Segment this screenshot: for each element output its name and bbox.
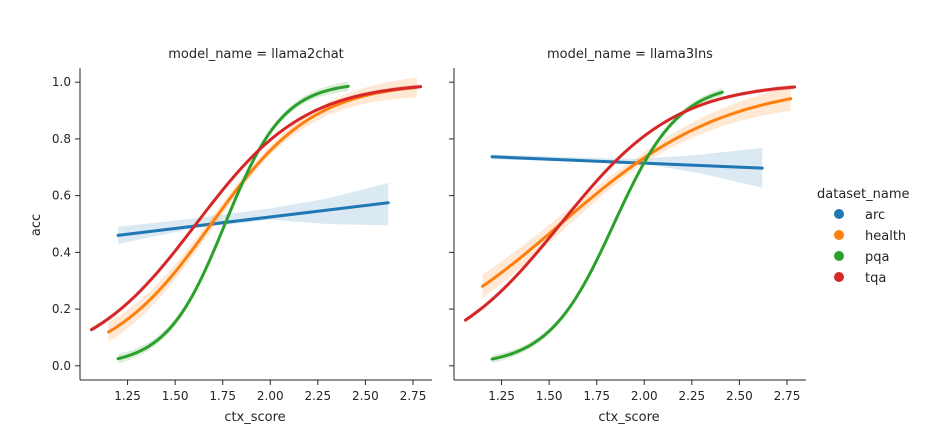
legend-label-tqa: tqa (865, 271, 886, 286)
series-line-arc (116, 201, 390, 237)
series-band-health (482, 86, 791, 299)
x-tick-label: 2.00 (257, 389, 284, 403)
x-tick-label: 1.75 (583, 389, 610, 403)
legend-label-arc: arc (865, 208, 885, 223)
series-health (481, 86, 793, 299)
series-band-tqa (465, 84, 795, 323)
legend-marker-arc (834, 209, 844, 219)
panel-title: model_name = llama2chat (168, 47, 344, 62)
series-tqa (89, 84, 423, 333)
x-tick-label: 2.50 (352, 389, 379, 403)
series-line-pqa (116, 84, 350, 361)
legend-marker-health (834, 230, 844, 240)
y-axis-label: acc (29, 214, 44, 236)
x-tick-label: 2.50 (726, 389, 753, 403)
y-tick-label: 0.0 (52, 359, 71, 373)
panel-title: model_name = llama3Ins (547, 47, 713, 62)
legend-label-health: health (865, 229, 906, 244)
series-tqa (463, 84, 797, 323)
legend-marker-pqa (834, 251, 844, 261)
y-tick-label: 0.6 (52, 189, 71, 203)
legend-marker-tqa (834, 272, 844, 282)
legend-title: dataset_name (817, 187, 910, 202)
series-line-tqa (463, 85, 797, 322)
series-band-arc (118, 182, 389, 244)
series-band-arc (492, 147, 763, 188)
x-tick-label: 2.25 (678, 389, 705, 403)
x-tick-label: 1.25 (488, 389, 515, 403)
x-tick-label: 1.50 (162, 389, 189, 403)
series-arc (490, 147, 764, 188)
x-tick-label: 1.25 (114, 389, 141, 403)
y-tick-label: 0.8 (52, 132, 71, 146)
x-tick-label: 2.75 (400, 389, 427, 403)
legend: dataset_name arc health pqa tqa (817, 187, 910, 286)
y-tick-label: 0.2 (52, 302, 71, 316)
panel-llama3ins: model_name = llama3Ins 1.25 1.50 1.75 2.00 2.… (449, 47, 806, 403)
x-tick-label: 1.50 (536, 389, 563, 403)
x-tick-label: 1.75 (209, 389, 236, 403)
series-line-tqa (89, 85, 423, 332)
y-tick-label: 0.4 (52, 245, 71, 259)
legend-label-pqa: pqa (865, 250, 889, 265)
series-pqa (116, 81, 350, 364)
x-tick-label: 2.75 (774, 389, 801, 403)
x-tick-label: 2.00 (631, 389, 658, 403)
series-line-arc (490, 155, 764, 170)
y-tick-label: 1.0 (52, 75, 71, 89)
series-arc (116, 182, 390, 244)
panel-llama2chat: model_name = llama2chat 1.25 1.50 1.75 2.00 2… (52, 47, 432, 403)
series-band-health (108, 77, 417, 342)
x-axis-label-right: ctx_score (598, 410, 659, 425)
series-line-health (481, 97, 793, 288)
x-axis-label-left: ctx_score (224, 410, 285, 425)
x-tick-label: 2.25 (304, 389, 331, 403)
